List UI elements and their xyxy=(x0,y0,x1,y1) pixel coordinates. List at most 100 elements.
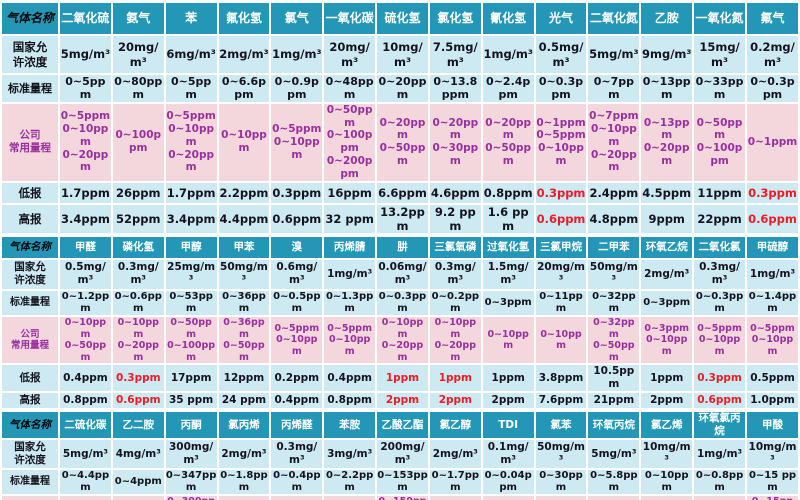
standard-range-value: 0~33ppm xyxy=(694,75,745,102)
standard-range-value: 0~36ppm xyxy=(218,290,270,315)
high-alarm-value: 0.8ppm xyxy=(324,392,376,408)
standard-range-value: 0~0.4ppm xyxy=(271,469,323,495)
high-alarm-value: 3.4ppm xyxy=(60,204,111,233)
low-alarm-value: 0.3ppm xyxy=(694,365,745,391)
gas-name-header: 苯胺 xyxy=(324,411,376,438)
gas-name-header: 氰化氢 xyxy=(482,3,534,34)
standard-range-value: 0~3ppm xyxy=(641,290,693,315)
gas-name-header: 氨气 xyxy=(112,3,164,34)
standard-range-value: 0~2.2ppm xyxy=(324,469,376,495)
company-range-value: 0~5ppm 0~10ppm xyxy=(694,317,745,364)
low-alarm-value: 4.6ppm xyxy=(429,182,481,203)
low-alarm-value: 0.3ppm xyxy=(112,365,164,391)
national-limit-value: 5mg/m³ xyxy=(60,439,111,468)
high-alarm-value: 1.0ppm xyxy=(746,392,798,408)
gas-name-header: 氯丙烯 xyxy=(218,411,270,438)
national-limit-value: 20mg/m³ xyxy=(112,36,164,73)
national-limit-value: 9mg/m³ xyxy=(641,36,693,73)
high-alarm-value: 2ppm xyxy=(641,392,693,408)
national-limit-value: 10mg/m³ xyxy=(641,439,693,468)
standard-range-value: 0~6.6ppm xyxy=(218,75,270,102)
low-alarm-value: 1ppm xyxy=(429,365,481,391)
high-alarm-value: 4.4ppm xyxy=(218,204,270,233)
company-range-value: 0~1ppm 0~5ppm 0~10ppm xyxy=(535,103,587,181)
gas-name-header: 氯化氢 xyxy=(429,3,481,34)
standard-range-value: 0~48ppm xyxy=(324,75,376,102)
national-limit-value: 20mg/m³ xyxy=(324,36,376,73)
national-limit-value: 0.5mg/m³ xyxy=(535,36,587,73)
gas-name-header: 二硫化碳 xyxy=(60,411,111,438)
gas-name-header: 丙酮 xyxy=(165,411,217,438)
low-alarm-value: 0.3ppm xyxy=(271,182,323,203)
low-alarm-value: 0.8ppm xyxy=(482,182,534,203)
standard-range-value: 0~10ppm xyxy=(641,469,693,495)
high-alarm-value: 2ppm xyxy=(377,392,428,408)
gas-table-section-2: 气体名称 甲醛 磷化氢 甲醇 甲苯溴丙烯腈肼三氯氧磷 过氧化氢 三氯甲烷 二甲苯 环氧乙烷 二氧化… xyxy=(0,235,800,410)
standard-range-value: 0~0.3ppm xyxy=(694,290,745,315)
gas-name-corner-label: 气体名称 xyxy=(2,3,58,34)
high-alarm-value: 1.6 ppm xyxy=(482,204,534,233)
gas-name-header: 环氧丙烷 xyxy=(588,411,640,438)
standard-range-value: 0~5.8ppm xyxy=(588,469,640,495)
row-label: 国家允 许浓度 xyxy=(2,259,58,289)
standard-range-value: 0~0.3ppm xyxy=(746,75,798,102)
gas-name-header: 丙烯醛 xyxy=(271,411,323,438)
company-range-value: 0~50ppm 0~100ppm 0~200ppm xyxy=(324,103,376,181)
national-limit-value: 2mg/m³ xyxy=(429,439,481,468)
national-limit-value: 3mg/m³ xyxy=(324,439,376,468)
gas-name-header: 环氧乙烷 xyxy=(641,236,693,258)
gas-name-corner-label: 气体名称 xyxy=(2,411,58,438)
low-alarm-value: 12ppm xyxy=(218,365,270,391)
high-alarm-value: 0.6ppm xyxy=(271,204,323,233)
company-range-value: 0~10ppm 0~20ppm xyxy=(429,317,481,364)
company-range-value: 0~5ppm 0~10ppm xyxy=(324,317,376,364)
high-alarm-value: 0.8ppm xyxy=(60,392,111,408)
high-alarm-value: 35 ppm xyxy=(165,392,217,408)
gas-name-header: 甲苯 xyxy=(218,236,270,258)
company-range-value: 0~7ppm 0~10ppm 0~20ppm xyxy=(588,103,640,181)
national-limit-value: 2mg/m³ xyxy=(218,36,270,73)
national-limit-value: 4mg/m³ xyxy=(112,439,164,468)
national-limit-value: 50mg/m³ xyxy=(588,259,640,289)
gas-name-header: 过氧化氢 xyxy=(482,236,534,258)
national-limit-value: 7.5mg/m³ xyxy=(429,36,481,73)
gas-name-header: 溴 xyxy=(271,236,323,258)
company-range-value: 0~3ppm 0~10ppm xyxy=(641,317,693,364)
company-range-value: 0~5ppm 0~10ppm xyxy=(746,317,798,364)
low-alarm-value: 4.5ppm xyxy=(641,182,693,203)
company-range-value: 0~10ppm xyxy=(218,103,270,181)
gas-table-section-3: 气体名称 二硫化碳 乙二胺 丙酮 氯丙烯 丙烯醛 苯胺 乙酸乙酯 氯乙醇 TDI 氯苯 环氧丙烷 氯乙烯… xyxy=(0,410,800,500)
low-alarm-value: 10.5ppm xyxy=(588,365,640,391)
company-range-value: 0~5ppm 0~10ppm xyxy=(694,496,745,500)
gas-name-header: 氯乙烯 xyxy=(641,411,693,438)
low-alarm-value: 0.5ppm xyxy=(746,365,798,391)
company-range-value: 0~20ppm 0~30ppm xyxy=(429,103,481,181)
company-range-value: 0~30ppm xyxy=(535,496,587,500)
high-alarm-value: 2ppm xyxy=(482,392,534,408)
standard-range-value: 0~2.4ppm xyxy=(482,75,534,102)
company-range-value: 0~5ppm 0~10ppm 0~20ppm xyxy=(60,103,111,181)
national-limit-value: 1mg/m³ xyxy=(482,36,534,73)
national-limit-value: 0.3mg/m³ xyxy=(694,259,745,289)
standard-range-value: 0~1.7ppm xyxy=(429,469,481,495)
high-alarm-value: 9ppm xyxy=(641,204,693,233)
national-limit-value: 1mg/m³ xyxy=(271,36,323,73)
standard-range-value: 0~32ppm xyxy=(588,290,640,315)
row-label: 国家允 许浓度 xyxy=(2,439,58,468)
standard-range-value: 0~0.04ppm xyxy=(482,469,534,495)
low-alarm-value: 1ppm xyxy=(482,365,534,391)
national-limit-value: 50mg/m³ xyxy=(535,439,587,468)
gas-name-header: 一氧化氮 xyxy=(694,3,745,34)
gas-name-header: 一氧化碳 xyxy=(324,3,376,34)
low-alarm-value: 6.6ppm xyxy=(377,182,428,203)
gas-name-header: 磷化氢 xyxy=(112,236,164,258)
standard-range-value: 0~15 ppm xyxy=(746,469,798,495)
national-limit-value: 1mg/m³ xyxy=(694,439,745,468)
company-range-value: 0~3ppm 0~10ppm xyxy=(324,496,376,500)
low-alarm-value: 0.2ppm xyxy=(271,365,323,391)
row-label: 国家允 许浓度 xyxy=(2,36,58,73)
national-limit-value: 1.5mg/m³ xyxy=(482,259,534,289)
gas-name-header: 氯乙醇 xyxy=(429,411,481,438)
company-range-value: 0~300ppm 0~500ppm xyxy=(165,496,217,500)
